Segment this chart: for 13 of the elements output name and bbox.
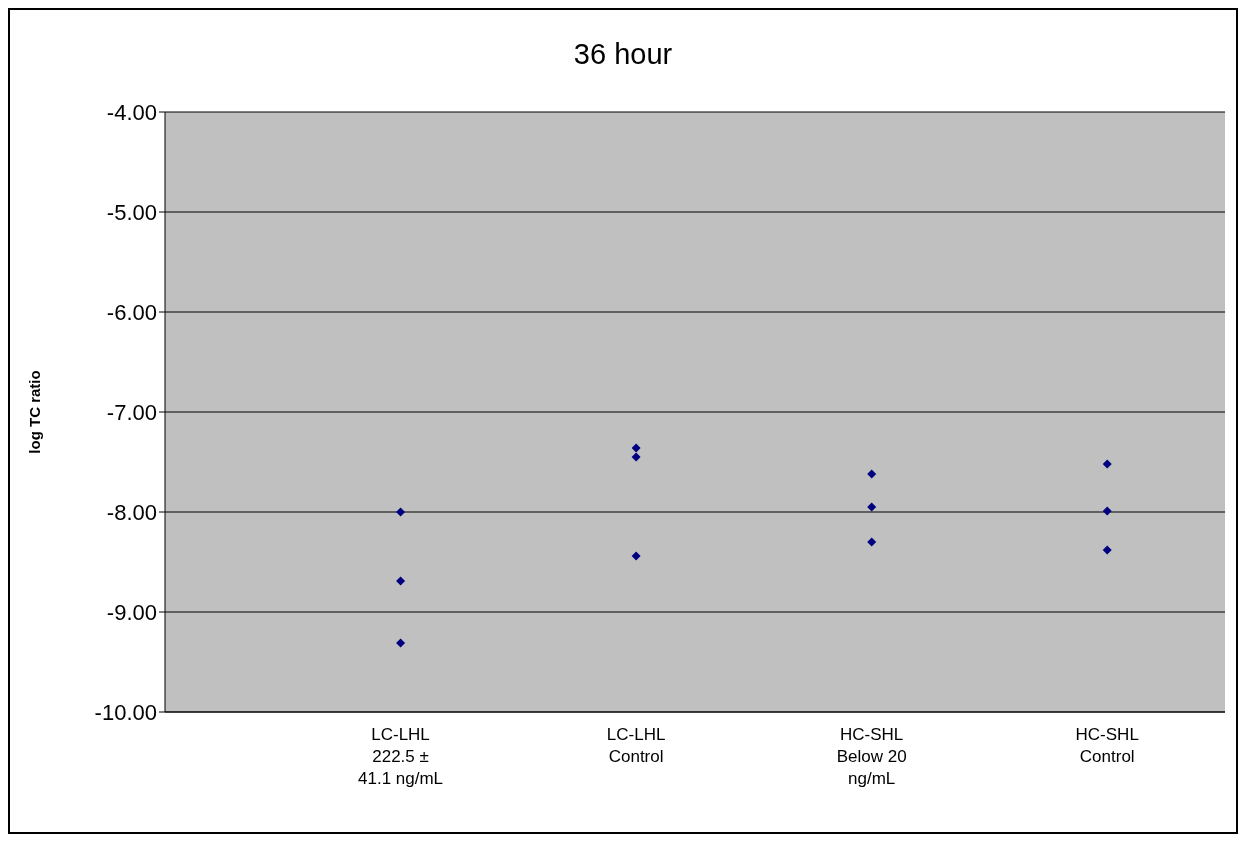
chart-title: 36 hour (572, 38, 674, 71)
y-tick-label: -5.00 (106, 199, 157, 225)
y-tick-label: -9.00 (106, 599, 157, 625)
x-tick-label: HC-SHL Control (1075, 725, 1139, 766)
y-tick-label: -10.00 (94, 699, 157, 725)
y-tick-label: -6.00 (106, 299, 157, 325)
y-tick-label: -7.00 (106, 399, 157, 425)
y-axis-title: log TC ratio (26, 370, 44, 454)
x-tick-label: LC-LHL 222.5 ± 41.1 ng/mL (358, 725, 444, 788)
x-tick-label: LC-LHL Control (606, 725, 666, 766)
y-tick-label: -4.00 (106, 99, 157, 125)
x-tick-label: HC-SHL Below 20 ng/mL (836, 725, 907, 788)
y-tick-label: -8.00 (106, 499, 157, 525)
